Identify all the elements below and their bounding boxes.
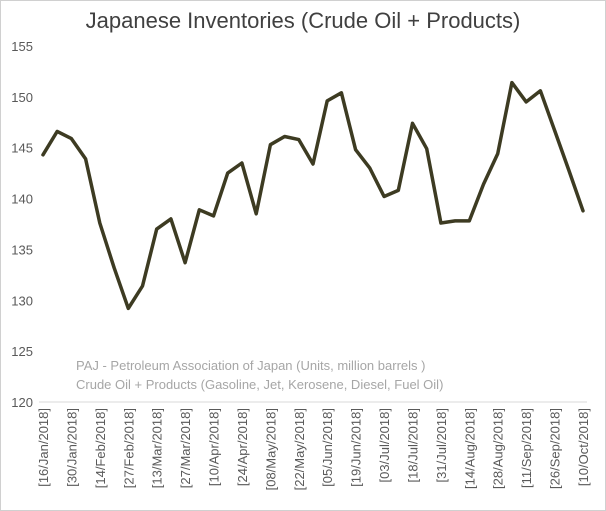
x-tick-label: [03/Jul/2018] [377,408,392,482]
x-tick-label: [13/Mar/2018] [150,408,165,488]
y-tick-label: 125 [11,344,33,359]
x-tick-label: [16/Jan/2018] [36,408,51,487]
x-tick-label: [24/Apr/2018] [235,408,250,486]
x-axis: [16/Jan/2018] [30/Jan/2018] [14/Feb/2018] [… [36,401,591,490]
x-tick-label: [27/Mar/2018] [178,408,193,488]
x-tick-label: [14/Feb/2018] [93,408,108,488]
x-tick-label: [22/May/2018] [292,408,307,490]
y-tick-label: 130 [11,293,33,308]
y-tick-label: 155 [11,39,33,54]
series-line [41,80,585,311]
y-tick-label: 120 [11,395,33,410]
x-tick-label: [10/Apr/2018] [207,408,222,486]
x-tick-label: [26/Sep/2018] [548,408,563,489]
y-tick-label: 140 [11,192,33,207]
source-note: PAJ - Petroleum Association of Japan (Un… [76,358,426,373]
plot-area [41,80,585,311]
units-note: Crude Oil + Products (Gasoline, Jet, Ker… [76,377,444,392]
x-tick-label: [27/Feb/2018] [121,408,136,488]
x-tick-label: [05/Jun/2018] [320,408,335,487]
x-tick-label: [14/Aug/2018] [462,408,477,489]
y-tick-label: 150 [11,90,33,105]
x-tick-label: [31/Jul/2018] [434,408,449,482]
x-tick-label: [30/Jan/2018] [64,408,79,487]
x-tick-label: [28/Aug/2018] [491,408,506,489]
y-tick-label: 135 [11,242,33,257]
y-axis: 120 125 130 135 140 145 150 155 [11,39,33,410]
x-tick-label: [10/Oct/2018] [576,408,591,486]
x-tick-label: [11/Sep/2018] [519,408,534,488]
x-tick-label: [08/May/2018] [263,408,278,490]
y-tick-label: 145 [11,141,33,156]
chart-title: Japanese Inventories (Crude Oil + Produc… [85,8,521,33]
x-tick-label: [18/Jul/2018] [405,408,420,482]
x-tick-label: [19/Jun/2018] [349,408,364,487]
